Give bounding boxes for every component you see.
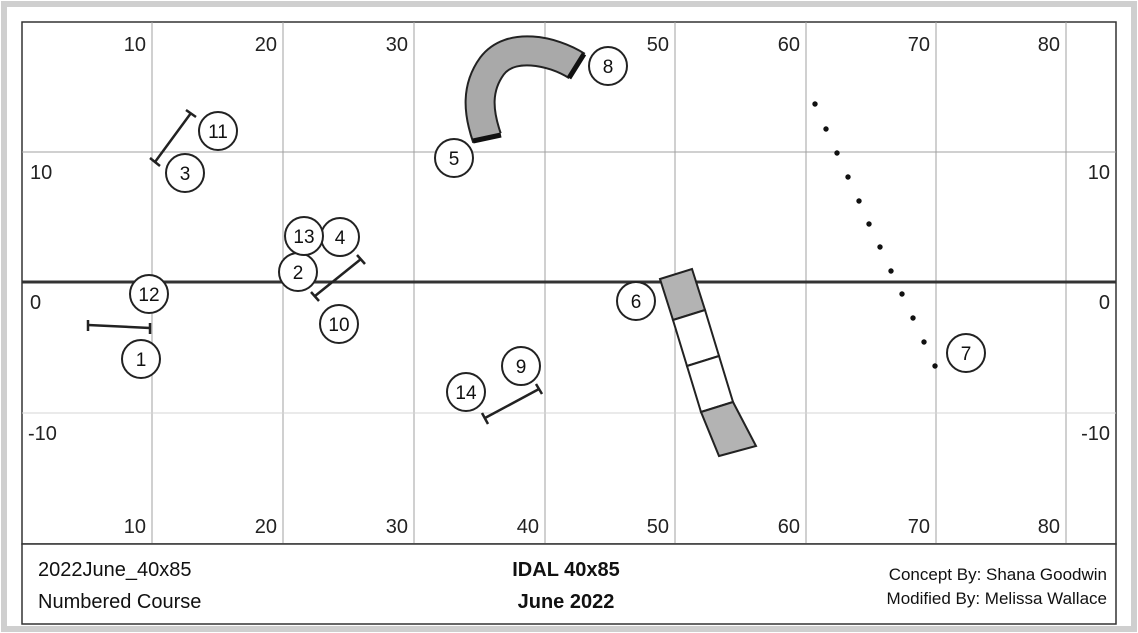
obstacle-number: 5 bbox=[449, 149, 460, 170]
tunnel-end-8 bbox=[566, 52, 587, 80]
jump-bar-3-11 bbox=[149, 108, 197, 167]
obstacle-number: 14 bbox=[455, 383, 477, 404]
x-tick-top: 70 bbox=[908, 34, 930, 56]
obstacle-number: 11 bbox=[208, 122, 228, 143]
obstacle-marker-2[interactable]: 2 bbox=[278, 252, 318, 292]
x-tick-bottom: 10 bbox=[124, 516, 146, 538]
x-tick-bottom: 40 bbox=[517, 516, 539, 538]
title-block-border bbox=[21, 543, 1117, 625]
obstacle-marker-12[interactable]: 12 bbox=[129, 274, 169, 314]
event-title: IDAL 40x85 bbox=[512, 559, 619, 581]
obstacle-marker-8[interactable]: 8 bbox=[588, 46, 628, 86]
concept-credit: Concept By: Shana Goodwin bbox=[889, 565, 1107, 584]
x-axis-bottom: 10 20 30 40 50 60 70 80 bbox=[124, 516, 1060, 538]
x-tick-bottom: 50 bbox=[647, 516, 669, 538]
x-tick-top: 80 bbox=[1038, 34, 1060, 56]
obstacle-marker-13[interactable]: 13 bbox=[284, 216, 324, 256]
obstacle-marker-4[interactable]: 4 bbox=[320, 217, 360, 257]
obstacle-number: 12 bbox=[138, 285, 159, 306]
obstacle-number: 10 bbox=[328, 315, 349, 336]
obstacle-number: 3 bbox=[180, 164, 191, 185]
weave-poles bbox=[812, 101, 938, 369]
y-tick-left: -10 bbox=[28, 423, 57, 445]
obstacle-number: 2 bbox=[293, 263, 304, 284]
jump-bar-1-12 bbox=[86, 320, 152, 334]
y-tick-right: -10 bbox=[1081, 423, 1110, 445]
obstacle-marker-1[interactable]: 1 bbox=[121, 339, 161, 379]
y-tick-left: 10 bbox=[30, 162, 52, 184]
jump-bars bbox=[86, 108, 544, 425]
obstacle-marker-11[interactable]: 11 bbox=[198, 111, 238, 151]
obstacle-number: 6 bbox=[631, 292, 642, 313]
obstacle-number: 4 bbox=[335, 228, 346, 249]
y-tick-right: 0 bbox=[1099, 292, 1110, 314]
x-tick-top: 10 bbox=[124, 34, 146, 56]
obstacle-marker-7[interactable]: 7 bbox=[946, 333, 986, 373]
x-tick-bottom: 60 bbox=[778, 516, 800, 538]
x-tick-top: 20 bbox=[255, 34, 277, 56]
plank-contact-bottom bbox=[699, 400, 758, 458]
x-tick-top: 50 bbox=[647, 34, 669, 56]
obstacle-number: 1 bbox=[136, 350, 147, 371]
jump-bar-4-10 bbox=[310, 254, 366, 302]
tunnel-end-5 bbox=[472, 132, 502, 144]
obstacle-marker-14[interactable]: 14 bbox=[446, 372, 486, 412]
x-tick-bottom: 20 bbox=[255, 516, 277, 538]
title-block: 2022June_40x85 Numbered Course IDAL 40x8… bbox=[21, 543, 1117, 625]
obstacle-number: 7 bbox=[961, 344, 972, 365]
obstacle-number: 8 bbox=[603, 57, 614, 78]
course-type: Numbered Course bbox=[38, 591, 201, 613]
obstacle-marker-9[interactable]: 9 bbox=[501, 346, 541, 386]
obstacle-number: 13 bbox=[293, 227, 314, 248]
obstacle-number: 9 bbox=[516, 357, 527, 378]
obstacle-marker-6[interactable]: 6 bbox=[616, 281, 656, 321]
modified-credit: Modified By: Melissa Wallace bbox=[887, 589, 1107, 608]
y-axis-right: 10 0 -10 bbox=[1081, 162, 1110, 445]
course-file-name: 2022June_40x85 bbox=[38, 559, 191, 581]
obstacle-markers: 1 2 3 4 5 6 7 8 bbox=[121, 46, 986, 412]
y-tick-right: 10 bbox=[1088, 162, 1110, 184]
x-tick-bottom: 30 bbox=[386, 516, 408, 538]
x-tick-top: 30 bbox=[386, 34, 408, 56]
y-axis-left: 10 0 -10 bbox=[28, 162, 57, 445]
y-tick-left: 0 bbox=[30, 292, 41, 314]
contact-plank bbox=[658, 267, 758, 458]
obstacle-marker-3[interactable]: 3 bbox=[165, 153, 205, 193]
tunnel bbox=[464, 35, 587, 144]
jump-bar-9-14 bbox=[480, 383, 544, 425]
obstacle-marker-5[interactable]: 5 bbox=[434, 138, 474, 178]
x-tick-bottom: 70 bbox=[908, 516, 930, 538]
event-date: June 2022 bbox=[518, 591, 615, 613]
x-tick-top: 60 bbox=[778, 34, 800, 56]
obstacle-marker-10[interactable]: 10 bbox=[319, 304, 359, 344]
x-tick-bottom: 80 bbox=[1038, 516, 1060, 538]
